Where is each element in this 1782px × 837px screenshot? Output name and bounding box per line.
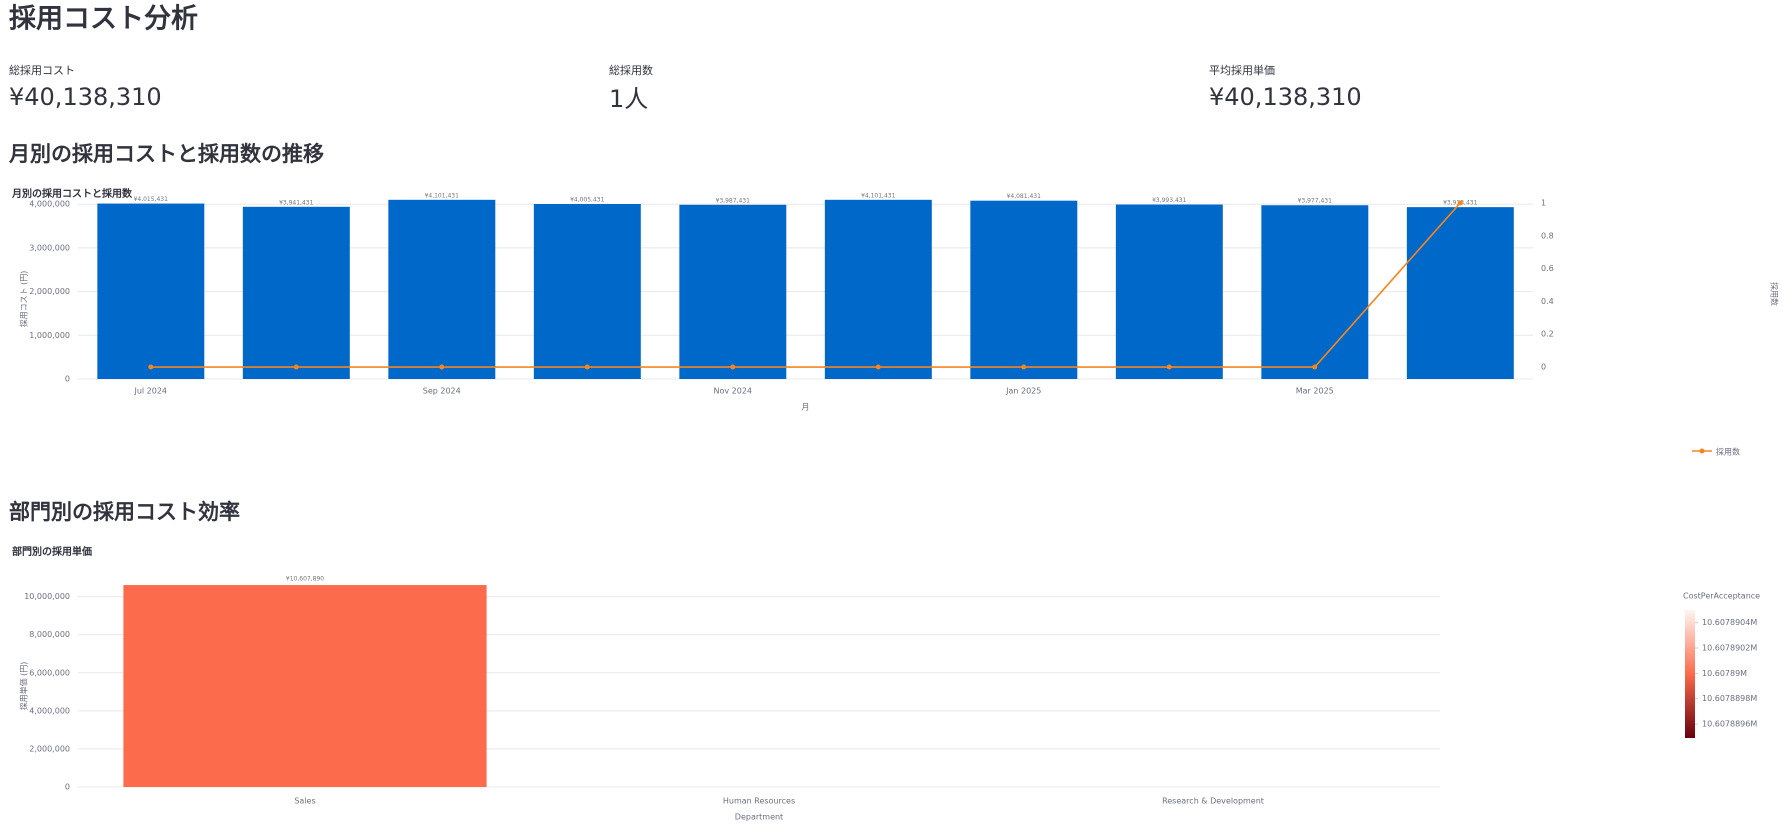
y2-axis-title: 採用数 (1770, 282, 1780, 306)
bar (679, 204, 787, 379)
metric-value: ¥40,138,310 (9, 83, 162, 111)
metric-value: 1人 (609, 85, 648, 113)
bar (388, 199, 496, 379)
bar (97, 203, 205, 379)
y2-tick-label: 0.4 (1541, 297, 1554, 306)
legend-label: 採用数 (1716, 447, 1740, 457)
colorbar (1685, 610, 1695, 738)
value-label: ¥4,101,431 (861, 192, 896, 199)
chart-title: 部門別の採用単価 (12, 545, 92, 558)
value-label: ¥4,015,431 (134, 196, 169, 203)
y-tick-label: 2,000,000 (29, 287, 70, 296)
line-marker (875, 364, 881, 370)
y-axis-title: 採用単価 (円) (19, 662, 29, 711)
section-heading: 部門別の採用コスト効率 (9, 500, 240, 524)
line-marker (730, 364, 736, 370)
line-marker (439, 364, 445, 370)
metric-label: 総採用コスト (9, 63, 75, 77)
metric-label: 平均採用単価 (1209, 63, 1275, 77)
line-marker (1312, 364, 1318, 370)
y-tick-label: 4,000,000 (29, 200, 70, 209)
section-heading: 月別の採用コストと採用数の推移 (8, 142, 324, 166)
x-tick-label: Sep 2024 (423, 387, 461, 396)
metric-label: 総採用数 (609, 63, 653, 77)
bar (123, 585, 487, 787)
y-tick-label: 4,000,000 (29, 706, 70, 715)
x-tick-label: Mar 2025 (1296, 387, 1334, 396)
x-axis-title: 月 (802, 403, 810, 412)
line-marker (1457, 200, 1463, 206)
y2-tick-label: 0 (1541, 363, 1546, 372)
value-label: ¥10,607,890 (286, 576, 324, 583)
value-label: ¥4,101,431 (425, 192, 460, 199)
value-label: ¥3,987,431 (716, 197, 751, 204)
bar (1115, 204, 1223, 379)
value-label: ¥4,005,431 (570, 197, 605, 204)
colorbar-tick-label: 10.6078898M (1702, 694, 1757, 703)
bar (1261, 205, 1369, 379)
line-marker (1166, 364, 1172, 370)
bar (824, 199, 932, 379)
colorbar-title: CostPerAcceptance (1683, 592, 1760, 601)
bar (533, 204, 641, 379)
bar (242, 206, 350, 379)
y-tick-label: 8,000,000 (29, 630, 70, 639)
legend-marker (1699, 448, 1705, 454)
y-axis-title: 採用コスト (円) (19, 271, 29, 328)
page-title: 採用コスト分析 (9, 4, 198, 35)
x-tick-label: Jan 2025 (1005, 387, 1041, 396)
value-label: ¥3,993,431 (1152, 197, 1187, 204)
line-marker (1021, 364, 1027, 370)
x-tick-label: Sales (294, 797, 315, 806)
chart-title: 月別の採用コストと採用数 (11, 187, 133, 200)
y-tick-label: 1,000,000 (29, 331, 70, 340)
y2-tick-label: 1 (1541, 198, 1546, 207)
x-tick-label: Jul 2024 (133, 387, 167, 396)
x-tick-label: Research & Development (1162, 797, 1264, 806)
y-tick-label: 2,000,000 (29, 744, 70, 753)
y2-tick-label: 0.2 (1541, 330, 1554, 339)
line-marker (584, 364, 590, 370)
y-tick-label: 3,000,000 (29, 243, 70, 252)
y-tick-label: 6,000,000 (29, 668, 70, 677)
line (150, 202, 1461, 368)
value-label: ¥4,081,431 (1007, 193, 1042, 200)
value-label: ¥3,941,431 (279, 199, 314, 206)
metric-value: ¥40,138,310 (1209, 83, 1362, 111)
y-tick-label: 10,000,000 (24, 592, 70, 601)
line-marker (148, 364, 154, 370)
y-tick-label: 0 (65, 375, 70, 384)
x-axis-title: Department (735, 813, 783, 822)
colorbar-tick-label: 10.6078896M (1702, 720, 1757, 729)
x-tick-label: Nov 2024 (713, 387, 752, 396)
colorbar-tick-label: 10.60789M (1702, 669, 1747, 678)
y-tick-label: 0 (65, 783, 70, 792)
line-marker (293, 364, 299, 370)
x-tick-label: Human Resources (723, 797, 795, 806)
y2-tick-label: 0.6 (1541, 264, 1554, 273)
bar (970, 200, 1078, 379)
y2-tick-label: 0.8 (1541, 231, 1554, 240)
colorbar-tick-label: 10.6078904M (1702, 618, 1757, 627)
value-label: ¥3,977,431 (1298, 198, 1333, 205)
colorbar-tick-label: 10.6078902M (1702, 644, 1757, 653)
bar (1406, 207, 1514, 379)
